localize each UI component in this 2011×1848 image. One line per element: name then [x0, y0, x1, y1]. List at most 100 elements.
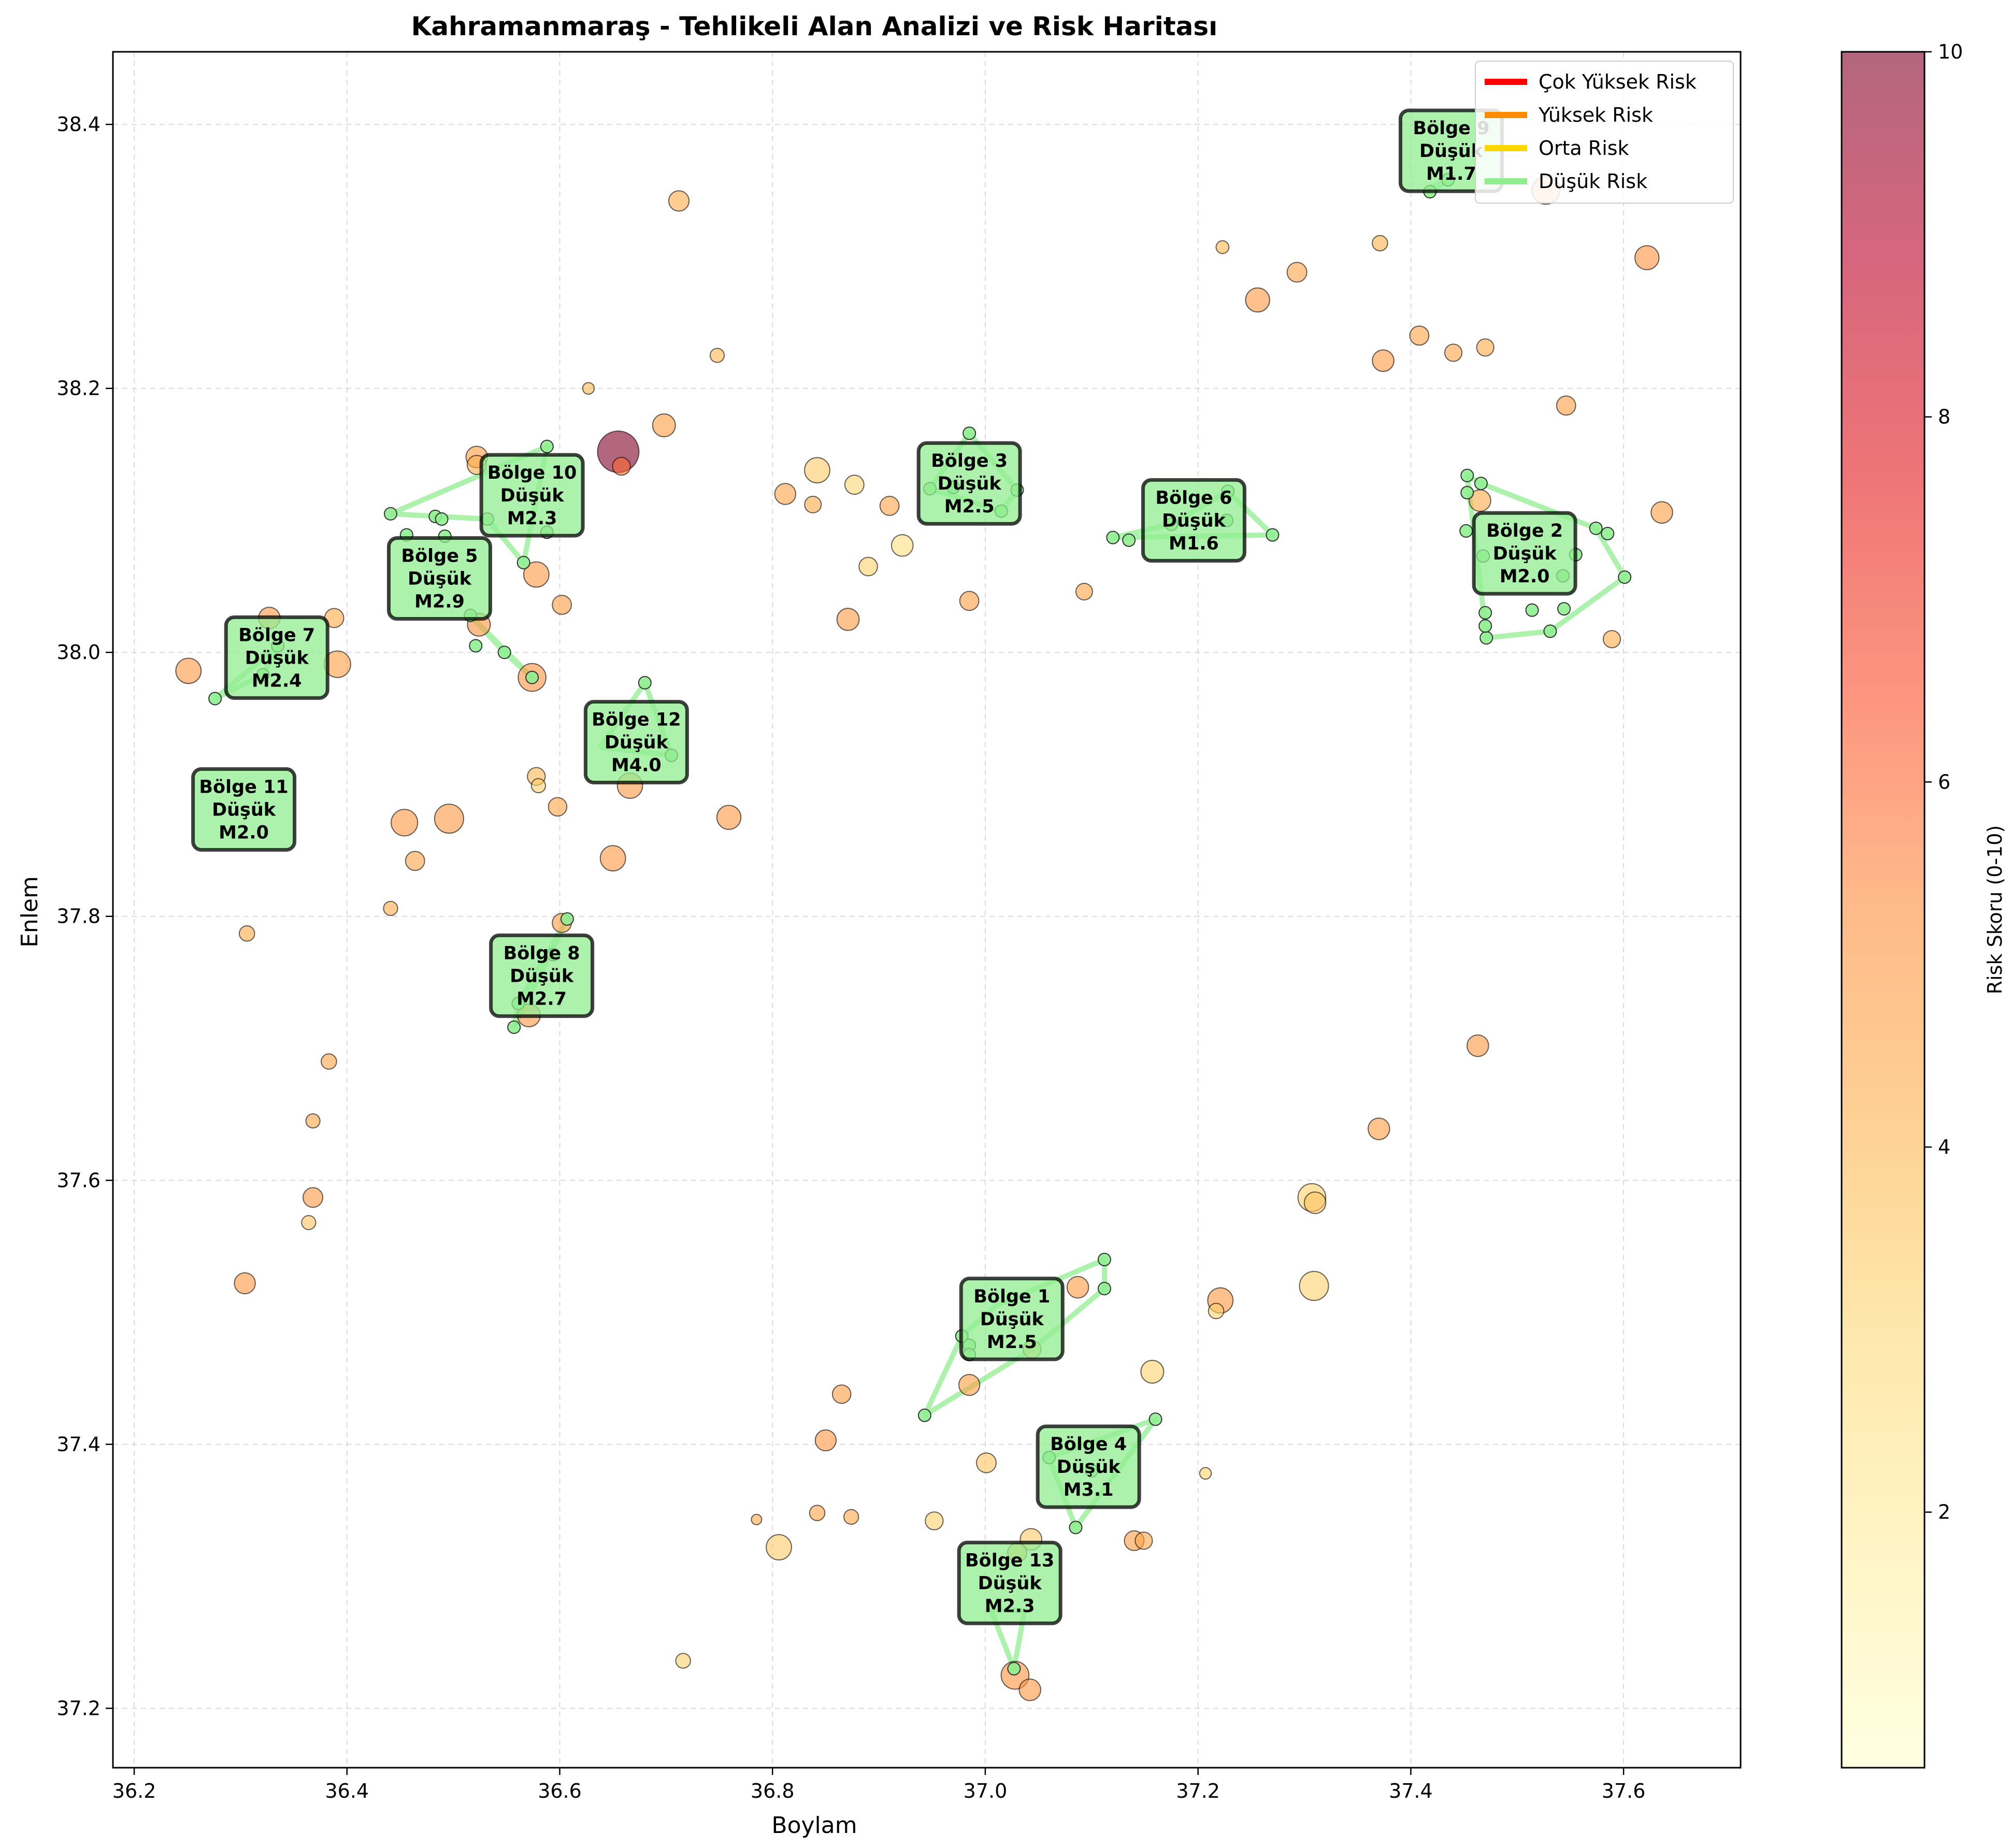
zone-magnitude: M2.5 — [987, 1332, 1037, 1353]
earthquake-point — [976, 1452, 997, 1473]
colorbar-tick-label: 6 — [1938, 770, 1950, 793]
zone-outline — [468, 613, 535, 680]
earthquake-point — [716, 805, 742, 830]
earthquake-point — [530, 778, 547, 794]
zone-label-box — [479, 453, 585, 538]
earthquake-point — [1476, 338, 1495, 357]
earthquake-point — [1299, 1271, 1329, 1301]
zone-risk-level: Düşük — [510, 966, 574, 986]
y-tick-label: 37.8 — [56, 905, 100, 928]
earthquake-point — [1466, 1034, 1489, 1057]
earthquake-point — [1075, 583, 1093, 601]
earthquake-point — [804, 457, 830, 484]
earthquake-point — [548, 797, 568, 817]
earthquake-point — [668, 190, 690, 212]
zone-name: Bölge 6 — [1155, 488, 1232, 508]
earthquake-point — [804, 495, 822, 513]
zone-risk-level: Düşük — [980, 1309, 1044, 1330]
earthquake-point — [844, 475, 865, 495]
zone-label-box — [191, 767, 297, 852]
earthquake-point — [1372, 349, 1395, 372]
y-tick-label: 37.6 — [56, 1169, 100, 1192]
zone-risk-level: Düşük — [408, 569, 472, 590]
zone-point — [1097, 1282, 1111, 1296]
zone-point — [1478, 619, 1492, 633]
y-tick-label: 37.2 — [56, 1697, 100, 1720]
zone-point — [1122, 533, 1136, 547]
zone-magnitude: M1.6 — [1169, 533, 1219, 554]
earthquake-point — [1303, 1191, 1327, 1214]
earthquake-point — [405, 851, 425, 871]
earthquake-point — [301, 1215, 317, 1230]
zone-magnitude: M2.3 — [985, 1596, 1035, 1616]
earthquake-point — [599, 845, 626, 872]
plot-frame — [112, 51, 1742, 1769]
earthquake-point — [303, 1187, 324, 1208]
zone-point — [383, 507, 397, 521]
zone-point — [560, 912, 574, 926]
zone-magnitude: M2.9 — [414, 592, 465, 612]
earthquake-point — [582, 382, 595, 395]
earthquake-point — [391, 809, 419, 837]
zone-point — [963, 426, 976, 440]
earthquake-point — [843, 1509, 859, 1525]
zone-risk-level: Düşük — [1162, 510, 1226, 531]
legend-label: Yüksek Risk — [1538, 104, 1653, 126]
earthquake-point — [774, 483, 797, 505]
earthquake-point — [321, 1053, 337, 1070]
zone-label-box — [916, 441, 1022, 526]
zone-point — [1478, 606, 1492, 620]
zone-risk-level: Düşük — [938, 474, 1002, 494]
zone-label-box — [224, 615, 329, 700]
zone-point — [1589, 521, 1603, 535]
y-tick-label: 38.4 — [56, 113, 100, 136]
zone-point — [1460, 468, 1474, 482]
earthquake-point — [1018, 1678, 1041, 1701]
legend-label: Orta Risk — [1539, 137, 1629, 160]
colorbar-tick-label: 4 — [1938, 1136, 1950, 1158]
colorbar-label: Risk Skoru (0-10) — [1984, 825, 2006, 995]
legend-label: Çok Yüksek Risk — [1539, 70, 1697, 93]
earthquake-point — [383, 900, 398, 916]
earthquake-point — [959, 591, 980, 611]
earthquake-point — [836, 608, 860, 631]
legend-box — [1475, 61, 1734, 204]
y-tick-label: 38.2 — [56, 377, 100, 400]
zone-name: Bölge 3 — [931, 451, 1008, 471]
earthquake-point — [652, 413, 676, 437]
zone-name: Bölge 7 — [238, 625, 315, 646]
zone-point — [435, 512, 449, 526]
zone-name: Bölge 2 — [1486, 521, 1563, 541]
zone-point — [1266, 528, 1280, 542]
zone-point — [208, 692, 222, 706]
zone-risk-level: Düşük — [212, 799, 276, 820]
earthquake-point — [1199, 1467, 1212, 1480]
zone-magnitude: M1.7 — [1426, 164, 1476, 184]
zone-point — [1460, 485, 1474, 499]
x-tick-label: 36.6 — [538, 1780, 582, 1802]
earthquake-point — [1215, 240, 1230, 254]
zone-magnitude: M2.3 — [507, 508, 557, 529]
earthquake-point — [1602, 630, 1621, 649]
zone-label-box — [959, 1277, 1065, 1362]
earthquake-point — [1650, 501, 1673, 524]
earthquake-point — [1634, 245, 1660, 270]
legend-label: Düşük Risk — [1539, 170, 1647, 193]
zone-label-box — [1141, 478, 1246, 563]
zone-name: Bölge 4 — [1050, 1434, 1127, 1455]
earthquake-point — [1245, 287, 1270, 313]
zone-point — [1618, 570, 1632, 584]
zone-magnitude: M2.4 — [252, 670, 302, 691]
earthquake-point — [879, 496, 900, 516]
